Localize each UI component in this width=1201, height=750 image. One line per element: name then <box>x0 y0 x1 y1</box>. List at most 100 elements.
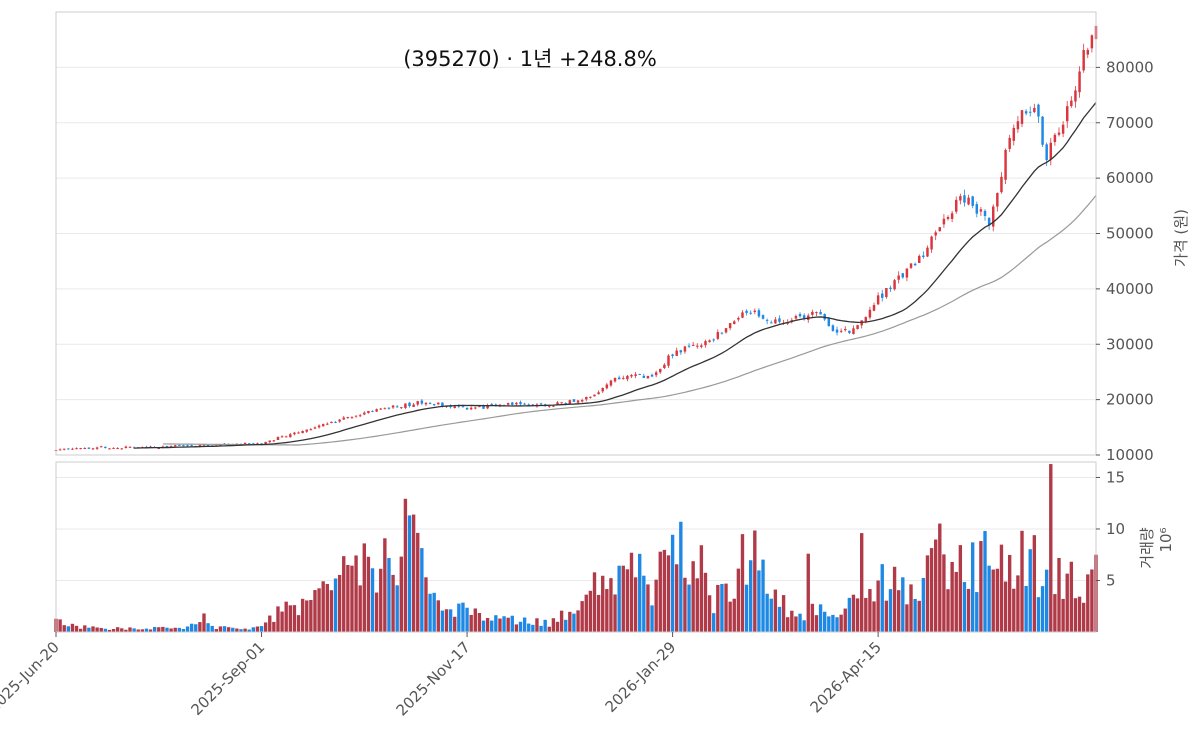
volume-bar <box>461 602 465 632</box>
candlestick <box>918 254 921 263</box>
candlestick <box>1037 103 1040 124</box>
volume-bar <box>650 605 654 632</box>
volume-bar <box>317 588 321 632</box>
candlestick <box>511 401 514 406</box>
volume-tick-label: 10 <box>1106 520 1125 538</box>
volume-bar <box>506 617 510 632</box>
volume-bar <box>786 617 790 632</box>
candlestick <box>1061 121 1065 138</box>
candlestick <box>404 403 407 410</box>
candlestick <box>289 432 292 438</box>
volume-bar <box>362 543 366 632</box>
volume-bar <box>1012 588 1016 632</box>
candlestick <box>83 447 87 450</box>
candlestick <box>1065 100 1069 128</box>
candlestick <box>379 407 382 411</box>
volume-bar <box>321 581 325 632</box>
candlestick <box>959 193 962 205</box>
candlestick <box>687 343 691 348</box>
candlestick <box>465 407 469 410</box>
volume-bar <box>1049 464 1053 632</box>
candlestick <box>967 194 970 206</box>
volume-bar <box>798 613 802 632</box>
volume-bar <box>424 577 428 632</box>
candlestick <box>58 448 62 451</box>
candlestick <box>1000 172 1003 194</box>
volume-tick-label: 5 <box>1106 571 1116 589</box>
candlestick <box>897 271 900 284</box>
candlestick <box>326 422 329 426</box>
candlestick <box>515 402 518 406</box>
volume-bar <box>173 627 177 632</box>
candlestick <box>309 427 313 431</box>
volume-bar <box>514 624 519 632</box>
date-tick-label: 2025-Nov-17 <box>393 638 474 719</box>
volume-bar <box>91 626 95 632</box>
volume-bar <box>469 614 473 632</box>
candlestick <box>79 447 82 450</box>
candlestick <box>913 262 917 266</box>
candlestick <box>778 315 781 324</box>
candlestick <box>975 201 979 218</box>
date-tick-label: 2026-Jan-29 <box>602 638 680 716</box>
volume-bar <box>280 611 284 632</box>
price-tick-label: 10000 <box>1106 446 1154 464</box>
volume-bar <box>1073 598 1078 632</box>
volume-bar <box>662 549 667 632</box>
price-tick-label: 80000 <box>1106 58 1154 76</box>
candlestick <box>720 332 724 335</box>
volume-bar <box>1032 535 1037 632</box>
volume-bar <box>699 545 704 632</box>
candlestick <box>835 326 839 336</box>
volume-bar <box>712 613 716 632</box>
candlestick <box>770 320 773 324</box>
candlestick <box>946 215 950 221</box>
volume-bar <box>790 610 794 632</box>
volume-bar <box>769 598 773 632</box>
candlestick <box>950 210 954 223</box>
candlestick <box>909 263 913 270</box>
volume-bar <box>313 590 317 632</box>
volume-bar <box>202 613 206 632</box>
volume-bar <box>814 615 819 632</box>
volume-bar <box>284 601 288 632</box>
volume-bar <box>921 577 926 632</box>
volume-bar <box>74 625 79 632</box>
volume-bar <box>436 600 440 632</box>
volume-bar <box>625 569 630 632</box>
candlestick <box>996 192 999 212</box>
volume-panel-frame <box>55 461 1097 633</box>
volume-bar <box>617 565 621 632</box>
volume-bar <box>255 626 260 632</box>
volume-bar <box>555 621 560 632</box>
candlestick <box>437 402 440 405</box>
candlestick <box>432 403 436 407</box>
volume-bar <box>194 624 198 632</box>
candlestick <box>831 324 835 332</box>
volume-bar <box>329 590 334 632</box>
candlestick <box>876 292 880 306</box>
candlestick <box>474 406 477 410</box>
volume-bar <box>1044 569 1049 632</box>
volume-bar <box>428 593 432 632</box>
candlestick <box>75 447 78 450</box>
volume-bar <box>1003 581 1008 632</box>
candlestick <box>605 382 609 390</box>
volume-bar <box>551 618 556 632</box>
candlestick <box>761 314 765 320</box>
volume-bar <box>958 545 963 632</box>
volume-bar <box>991 569 995 632</box>
volume-bar <box>239 629 243 632</box>
candlestick <box>342 416 345 420</box>
volume-bar <box>654 579 658 632</box>
volume-bar <box>132 628 136 632</box>
candlestick <box>642 373 646 379</box>
volume-bar <box>543 619 547 632</box>
candlestick <box>848 330 851 335</box>
candlestick <box>609 379 613 388</box>
candlestick <box>412 402 415 408</box>
volume-bar <box>531 624 535 632</box>
volume-bar <box>946 589 950 632</box>
volume-bar <box>522 617 527 632</box>
volume-bar <box>720 584 724 632</box>
